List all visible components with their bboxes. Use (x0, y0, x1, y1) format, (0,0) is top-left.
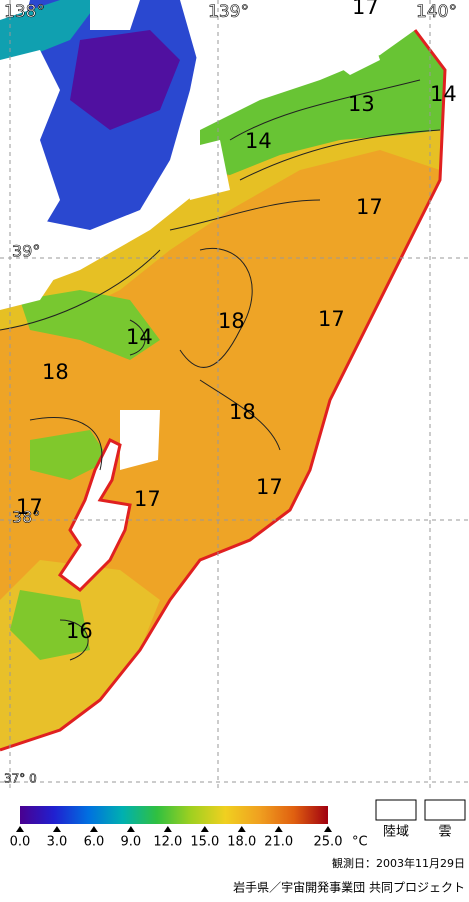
legend-land-box (375, 799, 417, 821)
observation-date: 観測日：2003年11月29日 (332, 856, 465, 870)
colorbar-tick (324, 826, 332, 832)
latitude-label: 37° 0 (4, 772, 37, 786)
colorbar-tick-label: 12.0 (153, 835, 182, 850)
contour-label: 14 (245, 129, 272, 153)
colorbar-tick-label: 21.0 (264, 835, 293, 850)
contour-label: 17 (318, 307, 345, 331)
contour-label: 17 (256, 475, 283, 499)
legend-cloud-box (424, 799, 466, 821)
latitude-label: 38° (12, 508, 40, 527)
colorbar-tick-label: 15.0 (190, 835, 219, 850)
colorbar-tick (200, 826, 209, 832)
sea-coldest (70, 30, 180, 130)
contour-label: 14 (430, 82, 457, 106)
colorbar-tick (126, 826, 135, 832)
contour-label: 14 (126, 325, 153, 349)
sea-green-west (20, 290, 160, 360)
contour-label: 18 (218, 309, 245, 333)
colorbar-tick (52, 826, 61, 832)
land (0, 60, 469, 898)
contour-label: 17 (356, 195, 383, 219)
longitude-label: 140° (416, 2, 457, 22)
contour-label: 17 (352, 0, 379, 19)
colorbar-unit: °C (352, 835, 368, 850)
sea-green-south (10, 430, 110, 660)
colorbar-tick-label: 0.0 (10, 835, 31, 850)
contour-label: 18 (42, 360, 69, 384)
contour-line (0, 79, 441, 661)
cloud (0, 0, 380, 470)
credit: 岩手県／宇宙開発事業団 共同プロジェクト (233, 880, 465, 895)
colorbar (20, 806, 328, 824)
colorbar-tick-label: 3.0 (47, 835, 68, 850)
colorbar-tick (89, 826, 98, 832)
colorbar-tick-label: 18.0 (227, 835, 256, 850)
longitude-label: 139° (208, 2, 249, 22)
contour-label: 18 (229, 400, 256, 424)
legend-land: 陸域 (383, 824, 409, 840)
sea-yellow (0, 130, 440, 330)
colorbar-tick (237, 826, 246, 832)
colorbar-tick (274, 826, 283, 832)
colorbar-tick-label: 9.0 (121, 835, 142, 850)
colorbar-tick-label: 25.0 (314, 835, 343, 850)
contour-label: 17 (134, 487, 161, 511)
sea-teal (0, 0, 100, 60)
contour-label: 16 (66, 619, 93, 643)
sea-green (200, 30, 445, 175)
contour-label: 13 (348, 92, 375, 116)
colorbar-tick-label: 6.0 (84, 835, 105, 850)
island (57, 437, 132, 592)
longitude-label: 138° (4, 2, 45, 22)
legend-cloud: 雲 (438, 825, 451, 840)
colorbar-tick (16, 826, 24, 832)
colorbar-tick (163, 826, 172, 832)
latitude-label: 39° (12, 242, 40, 261)
contour-label: 17 (16, 495, 43, 519)
